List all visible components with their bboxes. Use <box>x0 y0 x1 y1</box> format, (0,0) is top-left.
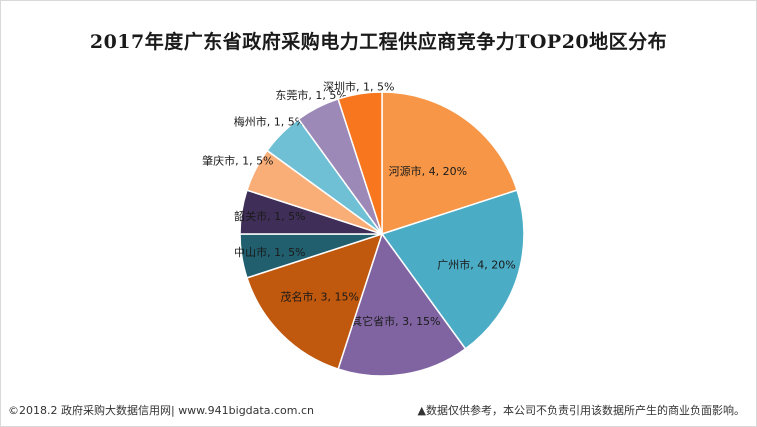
pie-slice-label: 其它省市, 3, 15% <box>351 314 440 328</box>
pie-slice-label: 广州市, 4, 20% <box>437 258 515 272</box>
pie-slice <box>337 91 383 235</box>
footer-disclaimer: ▲数据仅供参考，本公司不负责引用该数据所产生的商业负面影响。 <box>417 404 745 417</box>
pie-slice-label: 中山市, 1, 5% <box>234 245 305 259</box>
pie-slice <box>246 232 384 370</box>
pie-slice-label: 韶关市, 1, 5% <box>234 209 305 223</box>
pie-slice <box>337 232 467 377</box>
pie-slice-label: 肇庆市, 1, 5% <box>202 154 273 168</box>
pie-slice-label: 河源市, 4, 20% <box>389 164 467 178</box>
pie-slice-label: 东莞市, 1, 5% <box>275 88 346 102</box>
pie-slice-label: 深圳市, 1, 5% <box>323 80 394 94</box>
pie-slice <box>381 91 518 236</box>
footer-source: ©2018.2 政府采购大数据信用网| www.941bigdata.com.c… <box>8 404 314 417</box>
chart-title: 2017年度广东省政府采购电力工程供应商竞争力TOP20地区分布 <box>89 31 668 53</box>
pie-slice-label: 茂名市, 3, 15% <box>280 289 358 303</box>
pie-slice <box>380 189 525 350</box>
pie-slice-label: 梅州市, 1, 5% <box>234 115 305 129</box>
